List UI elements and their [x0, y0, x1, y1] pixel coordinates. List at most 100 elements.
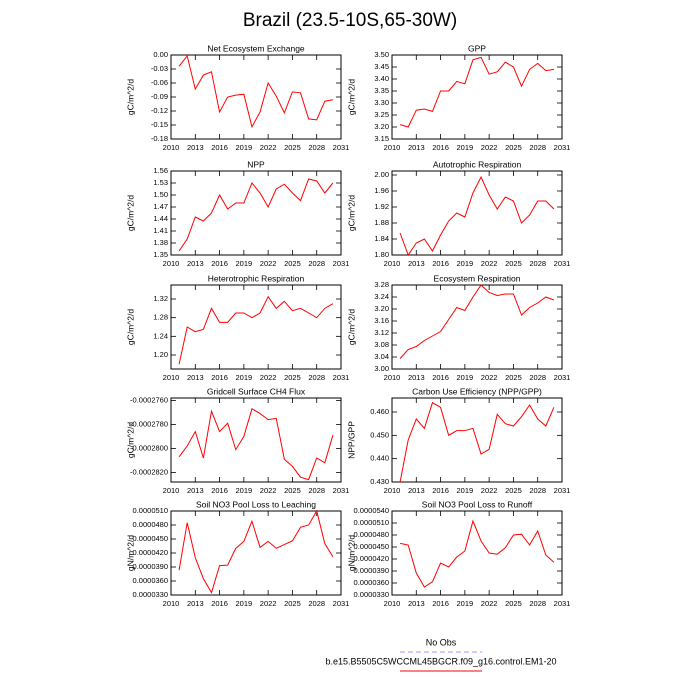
x-tick-label: 2019: [236, 599, 253, 608]
y-tick-label: 0.0000420: [354, 554, 389, 563]
x-tick-label: 2016: [432, 599, 449, 608]
plot-frame: [170, 284, 342, 370]
y-tick-label: 3.12: [374, 328, 389, 337]
y-tick-label: 3.45: [374, 62, 389, 71]
x-tick-label: 2022: [260, 599, 277, 608]
data-line: [178, 408, 334, 481]
x-tick-label: 2028: [529, 486, 546, 495]
plot-frame: [391, 397, 563, 483]
y-tick-label: 0.430: [370, 477, 389, 486]
y-axis-label: gC/m^2/d: [125, 309, 135, 345]
x-tick-label: 2031: [333, 143, 350, 152]
y-tick-label: 0.0000390: [354, 566, 389, 575]
panel-title: Autotrophic Respiration: [433, 159, 522, 169]
plot-frame: [170, 397, 342, 483]
x-tick-label: 2010: [163, 486, 180, 495]
panel-title: Heterotrophic Respiration: [208, 273, 305, 283]
y-tick-label: 3.24: [374, 292, 389, 301]
x-tick-label: 2025: [505, 486, 522, 495]
plot-frame: [391, 284, 563, 370]
y-tick-label: 3.20: [374, 122, 389, 131]
x-tick-label: 2019: [236, 373, 253, 382]
x-tick-label: 2013: [187, 373, 204, 382]
x-tick-label: 2031: [333, 373, 350, 382]
x-tick-label: 2022: [260, 373, 277, 382]
x-tick-label: 2013: [187, 143, 204, 152]
panel: Carbon Use Efficiency (NPP/GPP) NPP/GPP 0.…: [346, 386, 570, 495]
x-tick-label: 2028: [308, 373, 325, 382]
x-tick-label: 2016: [211, 143, 228, 152]
data-line: [399, 175, 555, 257]
y-axis-label: gC/m^2/d: [346, 195, 356, 231]
x-tick-label: 2025: [284, 486, 301, 495]
y-tick-label: 0.0000360: [133, 576, 168, 585]
y-tick-label: 3.16: [374, 316, 389, 325]
legend-label: b.e15.B5505C5WCCML45BGCR.f09_g16.control…: [325, 656, 556, 666]
y-tick-label: 0.0000510: [354, 518, 389, 527]
y-axis-label: gC/m^2/d: [125, 195, 135, 231]
x-tick-label: 2013: [187, 599, 204, 608]
x-tick-label: 2016: [432, 259, 449, 268]
y-tick-label: 3.08: [374, 340, 389, 349]
y-tick-label: 1.20: [153, 350, 168, 359]
y-tick-label: 1.28: [153, 313, 168, 322]
x-tick-label: 2028: [529, 599, 546, 608]
x-tick-label: 2019: [236, 259, 253, 268]
plot-frame: [391, 510, 563, 596]
x-tick-label: 2019: [457, 373, 474, 382]
y-tick-label: 3.35: [374, 86, 389, 95]
y-tick-label: -0.18: [151, 134, 168, 143]
panel-title: Soil NO3 Pool Loss to Leaching: [196, 499, 316, 509]
x-tick-label: 2022: [260, 143, 277, 152]
y-tick-label: 1.35: [153, 250, 168, 259]
x-tick-label: 2031: [333, 259, 350, 268]
y-tick-label: 3.28: [374, 280, 389, 289]
y-tick-label: -0.12: [151, 106, 168, 115]
panel: GPP gC/m^2/d 3.15 3.20 3.25 3.30 3.35 3.40 3.45 3…: [346, 43, 570, 152]
y-tick-label: 0.0000390: [133, 562, 168, 571]
x-tick-label: 2016: [432, 143, 449, 152]
x-tick-label: 2022: [481, 143, 498, 152]
panel-title: Carbon Use Efficiency (NPP/GPP): [412, 386, 542, 396]
panel: Soil NO3 Pool Loss to LeachinggN/m^2/d0.…: [125, 499, 349, 608]
y-tick-label: 1.50: [153, 190, 168, 199]
y-tick-label: 1.84: [374, 234, 389, 243]
panel: Ecosystem Respiration gC/m^2/d 3.00 3.04 3.0…: [346, 273, 570, 382]
x-tick-label: 2016: [211, 373, 228, 382]
data-line: [178, 509, 334, 594]
x-tick-label: 2022: [260, 486, 277, 495]
y-tick-label: -0.0002760: [130, 395, 168, 404]
y-tick-label: 1.53: [153, 178, 168, 187]
data-line: [178, 295, 334, 365]
y-tick-label: 0.0000480: [133, 520, 168, 529]
x-tick-label: 2013: [408, 373, 425, 382]
plot-frame: [391, 54, 563, 140]
x-tick-label: 2028: [529, 259, 546, 268]
x-tick-label: 2010: [384, 486, 401, 495]
y-tick-label: 1.38: [153, 238, 168, 247]
x-tick-label: 2016: [211, 599, 228, 608]
x-tick-label: 2022: [481, 259, 498, 268]
legend-label: No Obs: [426, 637, 457, 647]
y-tick-label: -0.06: [151, 78, 168, 87]
y-tick-label: 0.0000450: [354, 542, 389, 551]
panel: Gridcell Surface CH4 FluxgC/m^2/d-0.0002…: [125, 386, 349, 495]
x-tick-label: 2013: [408, 143, 425, 152]
y-tick-label: 3.25: [374, 110, 389, 119]
x-tick-label: 2022: [481, 486, 498, 495]
x-tick-label: 2025: [505, 143, 522, 152]
panel-title: NPP: [247, 159, 265, 169]
panel: Heterotrophic Respiration gC/m^2/d 1.20 1.2…: [125, 273, 349, 382]
y-axis-label: gN/m^2/d: [346, 535, 356, 571]
x-tick-label: 2019: [236, 143, 253, 152]
y-tick-label: 3.00: [374, 364, 389, 373]
y-tick-label: 1.88: [374, 218, 389, 227]
y-tick-label: -0.09: [151, 92, 168, 101]
x-tick-label: 2016: [432, 486, 449, 495]
y-tick-label: 0.0000510: [133, 506, 168, 515]
x-tick-label: 2028: [529, 373, 546, 382]
y-tick-label: 3.15: [374, 134, 389, 143]
y-axis-label: gC/m^2/d: [346, 79, 356, 115]
y-tick-label: 1.56: [153, 166, 168, 175]
x-tick-label: 2031: [333, 486, 350, 495]
